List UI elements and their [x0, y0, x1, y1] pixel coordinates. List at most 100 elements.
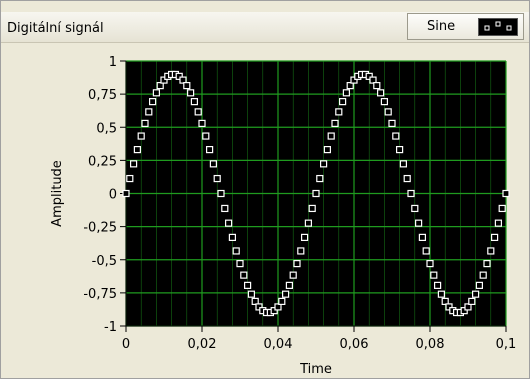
y-tick-label: 0,75 [88, 88, 117, 103]
data-point [122, 189, 130, 198]
data-point [217, 189, 225, 198]
data-point [346, 81, 354, 90]
data-point [270, 307, 278, 315]
data-point [365, 72, 373, 80]
data-point [380, 98, 388, 106]
y-tick-label: -0,25 [83, 221, 117, 236]
data-point [221, 204, 229, 213]
y-tick-label: 0 [109, 188, 117, 203]
data-point [156, 81, 164, 90]
data-point [308, 204, 316, 213]
graph-title: Digitální signál [7, 21, 104, 36]
data-point [145, 108, 153, 116]
y-tick-label: -1 [104, 320, 117, 335]
data-point [236, 259, 244, 268]
data-point [388, 119, 396, 128]
data-point [475, 281, 483, 289]
x-tick-label: 0 [122, 337, 130, 352]
data-point [377, 89, 385, 97]
data-point [149, 98, 157, 106]
data-point [487, 247, 495, 255]
data-point [240, 271, 248, 279]
data-point [320, 160, 328, 168]
data-point [251, 297, 259, 306]
data-point [327, 132, 335, 140]
data-point [194, 108, 202, 116]
x-axis: 0 0,02 0,04 0,06 0,08 0,1 [122, 325, 517, 352]
data-point [160, 76, 168, 84]
data-point [384, 108, 392, 116]
data-point [202, 132, 210, 140]
y-axis: 1 0,75 0,5 0,25 0 -0,25 -0,5 -0,75 -1 [83, 55, 127, 335]
data-point [225, 219, 233, 227]
data-point [418, 233, 426, 241]
data-point [301, 233, 309, 241]
data-point [483, 259, 491, 268]
y-axis-label: Amplitude [50, 160, 65, 227]
data-point [502, 189, 510, 198]
data-point [479, 271, 487, 279]
data-point [312, 189, 320, 198]
x-tick-label: 0,08 [416, 337, 445, 352]
data-point [339, 98, 347, 106]
data-point [445, 303, 453, 311]
data-point [403, 174, 411, 183]
data-point [137, 132, 145, 140]
x-tick-label: 0,1 [496, 337, 517, 352]
data-point [190, 98, 198, 106]
data-point [422, 247, 430, 255]
data-point [460, 307, 468, 315]
data-point [472, 290, 480, 298]
data-point [434, 281, 442, 289]
x-tick-label: 0,06 [340, 337, 369, 352]
x-tick-label: 0,04 [264, 337, 293, 352]
data-point [175, 72, 183, 80]
data-point [441, 297, 449, 306]
data-point [304, 219, 312, 227]
data-point [179, 76, 187, 84]
y-tick-label: -0,75 [83, 287, 117, 302]
data-point [498, 204, 506, 213]
data-point [141, 119, 149, 128]
data-point [407, 189, 415, 198]
data-point [187, 89, 195, 97]
series-sine [122, 70, 510, 317]
data-point [411, 204, 419, 213]
data-point [373, 81, 381, 90]
data-point [494, 219, 502, 227]
data-point [464, 303, 472, 311]
y-tick-label: 0,25 [88, 154, 117, 169]
data-point [392, 132, 400, 140]
data-point [278, 297, 286, 306]
data-point [430, 271, 438, 279]
data-point [282, 290, 290, 298]
data-point [323, 146, 331, 154]
data-point [152, 89, 160, 97]
data-point [285, 281, 293, 289]
data-point [297, 247, 305, 255]
x-tick-label: 0,02 [188, 337, 217, 352]
data-point [342, 89, 350, 97]
data-point [244, 281, 252, 289]
data-point [198, 119, 206, 128]
y-tick-label: -0,5 [92, 254, 117, 269]
data-point [228, 233, 236, 241]
data-point [350, 76, 358, 84]
y-tick-label: 0,5 [96, 121, 117, 136]
data-point [289, 271, 297, 279]
data-point [247, 290, 255, 298]
data-point [491, 233, 499, 241]
data-point [183, 81, 191, 90]
data-point [274, 303, 282, 311]
data-point [133, 146, 141, 154]
data-point [468, 297, 476, 306]
data-point [126, 174, 134, 183]
data-point [316, 174, 324, 183]
x-axis-label: Time [299, 362, 332, 377]
plot-legend[interactable]: Sine [407, 13, 524, 40]
data-point [369, 76, 377, 84]
data-point [415, 219, 423, 227]
data-point [206, 146, 214, 154]
